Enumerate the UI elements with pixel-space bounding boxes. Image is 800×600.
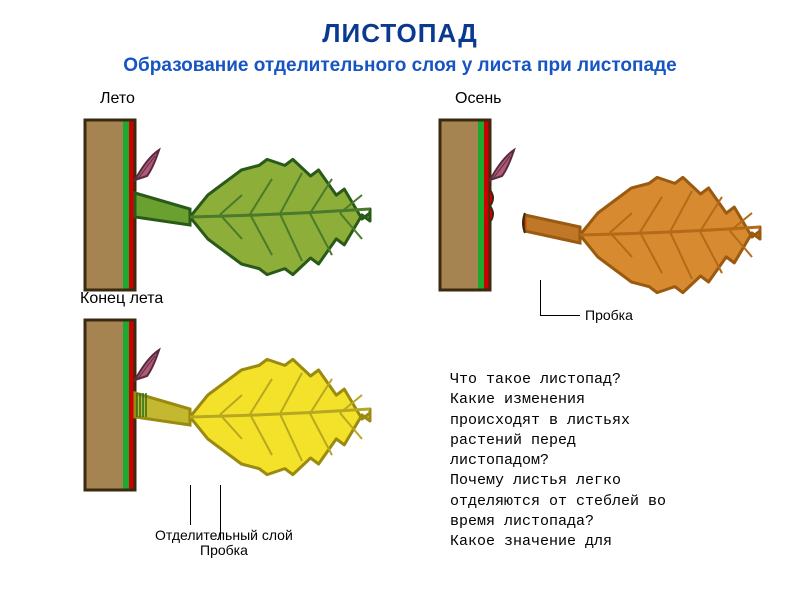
page-title: ЛИСТОПАД — [0, 0, 800, 49]
question-line: происходят в листьях — [450, 411, 780, 431]
question-line: Какие изменения — [450, 390, 780, 410]
callout-line — [190, 485, 191, 525]
label-late-summer: Конец лета — [80, 290, 163, 308]
questions-block: Что такое листопад? Какие изменения прои… — [450, 370, 780, 552]
question-line: Что такое листопад? — [450, 370, 780, 390]
question-line: Какое значение для — [450, 532, 780, 552]
callout-cork-autumn: Пробка — [585, 307, 633, 323]
stage-autumn — [430, 110, 770, 320]
callout-line — [540, 315, 580, 316]
callout-cork: Пробка — [200, 542, 248, 558]
question-line: листопадом? — [450, 451, 780, 471]
diagram-area: Лето Конец лета Осень Отделительный слой… — [0, 90, 800, 600]
stage-summer — [75, 110, 385, 300]
label-summer: Лето — [100, 90, 135, 108]
question-line: время листопада? — [450, 512, 780, 532]
question-line: растений перед — [450, 431, 780, 451]
page-subtitle: Образование отделительного слоя у листа … — [0, 49, 800, 77]
callout-line — [220, 485, 221, 540]
callout-line — [540, 280, 541, 315]
stage-late-summer — [75, 310, 385, 500]
callout-separation: Отделительный слой — [155, 527, 293, 543]
question-line: отделяются от стеблей во — [450, 492, 780, 512]
label-autumn: Осень — [455, 90, 502, 108]
question-line: Почему листья легко — [450, 471, 780, 491]
